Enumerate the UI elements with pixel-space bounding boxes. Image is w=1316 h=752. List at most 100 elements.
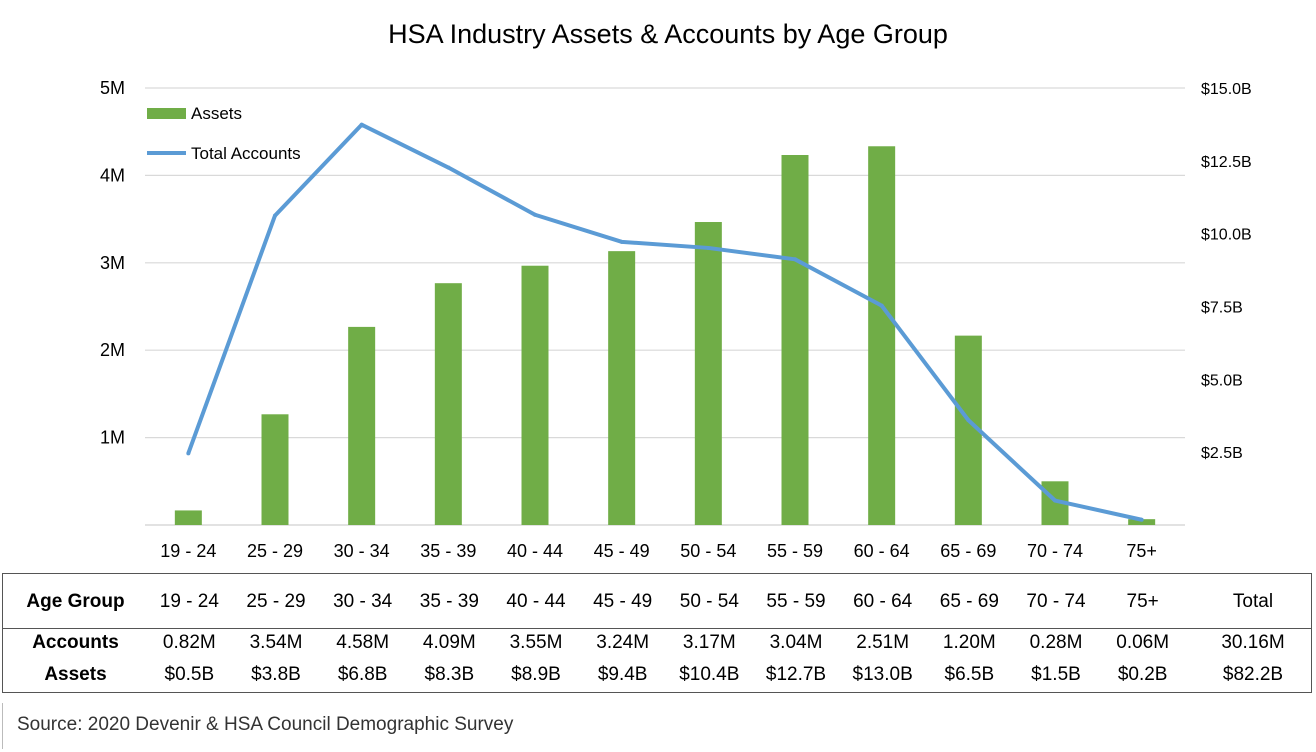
left-tick-label: 1M [100, 428, 125, 448]
legend-label-total-accounts: Total Accounts [191, 144, 301, 163]
table-cell: $0.5B [164, 664, 215, 685]
x-tick-label: 50 - 54 [680, 541, 736, 561]
table-column-header: 25 - 29 [246, 591, 306, 612]
legend-swatch-assets [147, 108, 186, 119]
right-tick-label: $15.0B [1201, 81, 1252, 98]
table-cell: $8.3B [424, 664, 475, 685]
bar-assets [608, 251, 636, 525]
table-cell: 2.51M [856, 632, 910, 653]
x-axis: 19 - 24 25 - 29 30 - 34 35 - 39 40 - 44 45 - … [160, 541, 1157, 561]
x-tick-label: 35 - 39 [420, 541, 476, 561]
bar-assets [868, 146, 896, 525]
table-column-header: 65 - 69 [939, 591, 999, 612]
line-total-accounts [186, 122, 1143, 522]
x-tick-label: 55 - 59 [767, 541, 823, 561]
bar-assets [434, 283, 462, 525]
point-total-accounts [359, 122, 364, 127]
left-axis: 1M 2M 3M 4M 5M [100, 78, 125, 448]
table-cell: $3.8B [251, 664, 301, 685]
table-column-header: 75+ [1126, 591, 1159, 612]
point-total-accounts [706, 245, 711, 250]
table-cell: $12.7B [765, 664, 827, 685]
legend: Assets Total Accounts [147, 104, 301, 163]
point-total-accounts [793, 257, 797, 262]
table-column-header: 60 - 64 [853, 591, 913, 612]
table-cell: 3.17M [682, 632, 736, 653]
x-tick-label: 19 - 24 [160, 541, 216, 561]
table-divider [3, 628, 1311, 629]
table-cell: $1.5B [1031, 664, 1081, 685]
table-column-header: 70 - 74 [1026, 591, 1086, 612]
table-column-header: 40 - 44 [506, 591, 566, 612]
left-tick-label: 5M [100, 78, 125, 98]
data-table: Age Group 19 - 24 25 - 29 30 - 34 35 - 39 40 … [2, 573, 1312, 693]
bar-assets [781, 155, 809, 526]
table-column-header: 50 - 54 [679, 591, 739, 612]
point-total-accounts [533, 212, 537, 217]
table-column-header: 35 - 39 [419, 591, 479, 612]
right-axis: $2.5B $5.0B $7.5B $10.0B $12.5B $15.0B [1201, 81, 1252, 462]
legend-label-assets: Assets [191, 104, 242, 123]
right-tick-label: $7.5B [1201, 300, 1243, 317]
table-column-header: 19 - 24 [159, 591, 219, 612]
point-total-accounts [966, 418, 971, 423]
x-tick-label: 40 - 44 [507, 541, 563, 561]
table-cell: $0.2B [1117, 664, 1168, 685]
left-tick-label: 3M [100, 253, 125, 273]
chart-title: HSA Industry Assets & Accounts by Age Gr… [388, 19, 948, 49]
combo-chart: HSA Industry Assets & Accounts by Age Gr… [100, 19, 1252, 561]
right-tick-label: $12.5B [1201, 154, 1252, 171]
bar-assets [261, 414, 289, 525]
table-column-header: 45 - 49 [593, 591, 653, 612]
bar-assets [1128, 519, 1156, 525]
bar-assets [174, 510, 202, 525]
right-tick-label: $2.5B [1201, 445, 1243, 462]
table-cell: $6.5B [944, 664, 995, 685]
gridlines [145, 87, 1185, 526]
table-cell: 4.58M [336, 632, 390, 653]
accounts-line [186, 122, 1144, 522]
table-row-label: Accounts [32, 632, 119, 653]
table-cell: $10.4B [679, 664, 740, 685]
point-total-accounts [879, 303, 884, 308]
right-tick-label: $5.0B [1201, 372, 1243, 389]
x-tick-label: 60 - 64 [854, 541, 910, 561]
table-cell: 3.54M [249, 632, 303, 653]
table-row-label: Assets [44, 664, 107, 685]
table-row-total: 30.16M [1221, 632, 1285, 653]
x-tick-label: 70 - 74 [1027, 541, 1083, 561]
point-total-accounts [619, 239, 624, 244]
right-tick-label: $10.0B [1201, 227, 1252, 244]
source-note: Source: 2020 Devenir & HSA Council Demog… [2, 703, 702, 749]
bar-assets [694, 222, 722, 525]
x-tick-label: 65 - 69 [940, 541, 996, 561]
table-cell: $6.8B [337, 664, 388, 685]
table-column-header: 55 - 59 [766, 591, 826, 612]
table-cell: $9.4B [597, 664, 648, 685]
point-total-accounts [1053, 498, 1057, 503]
table-column-header: 30 - 34 [333, 591, 393, 612]
x-tick-label: 30 - 34 [334, 541, 390, 561]
table-cell: 0.82M [162, 632, 216, 653]
x-tick-label: 75+ [1126, 541, 1157, 561]
point-total-accounts [446, 165, 451, 170]
table-cell: 0.28M [1029, 632, 1083, 653]
bar-assets [521, 265, 549, 525]
point-total-accounts [186, 451, 191, 456]
bar-assets [348, 326, 376, 525]
table-cell: 3.24M [596, 632, 650, 653]
table-cell: 3.04M [769, 632, 823, 653]
left-tick-label: 4M [100, 165, 125, 185]
left-tick-label: 2M [100, 340, 125, 360]
table-cell: 4.09M [422, 632, 476, 653]
table-cell: 1.20M [942, 632, 996, 653]
x-tick-label: 25 - 29 [247, 541, 303, 561]
table-cell: $8.9B [511, 664, 561, 685]
table-cell: 3.55M [509, 632, 563, 653]
table-header-label: Age Group [26, 591, 125, 612]
assets-bars [174, 146, 1156, 526]
table-row-total: $82.2B [1222, 664, 1284, 685]
x-tick-label: 45 - 49 [594, 541, 650, 561]
point-total-accounts [1139, 517, 1144, 522]
table-cell: $13.0B [852, 664, 913, 685]
